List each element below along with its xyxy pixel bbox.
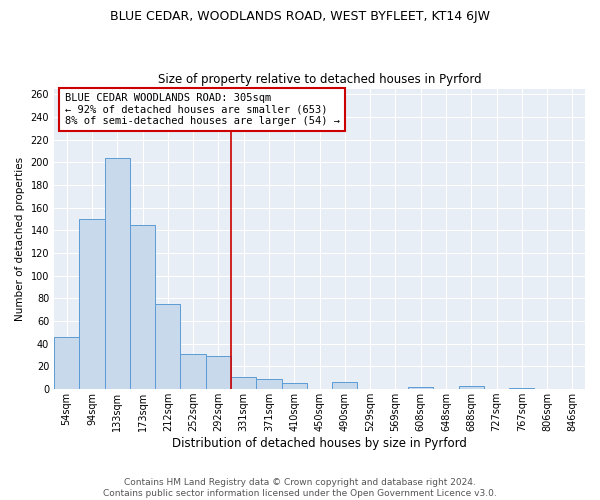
Title: Size of property relative to detached houses in Pyrford: Size of property relative to detached ho… (158, 73, 481, 86)
Bar (256, 379, 281, 389)
Bar (408, 387, 433, 389)
Y-axis label: Number of detached properties: Number of detached properties (15, 157, 25, 321)
Bar (509, 388, 535, 389)
Bar (206, 356, 231, 389)
Bar (130, 224, 155, 389)
Text: BLUE CEDAR WOODLANDS ROAD: 305sqm
← 92% of detached houses are smaller (653)
8% : BLUE CEDAR WOODLANDS ROAD: 305sqm ← 92% … (65, 93, 340, 126)
Text: BLUE CEDAR, WOODLANDS ROAD, WEST BYFLEET, KT14 6JW: BLUE CEDAR, WOODLANDS ROAD, WEST BYFLEET… (110, 10, 490, 23)
Text: Contains HM Land Registry data © Crown copyright and database right 2024.
Contai: Contains HM Land Registry data © Crown c… (103, 478, 497, 498)
Bar (231, 376, 256, 389)
Bar (104, 158, 130, 389)
Bar (79, 219, 104, 389)
Bar (155, 304, 181, 389)
X-axis label: Distribution of detached houses by size in Pyrford: Distribution of detached houses by size … (172, 437, 467, 450)
Bar (54, 337, 79, 389)
Bar (458, 386, 484, 389)
Bar (181, 354, 206, 389)
Bar (281, 384, 307, 389)
Bar (332, 382, 358, 389)
